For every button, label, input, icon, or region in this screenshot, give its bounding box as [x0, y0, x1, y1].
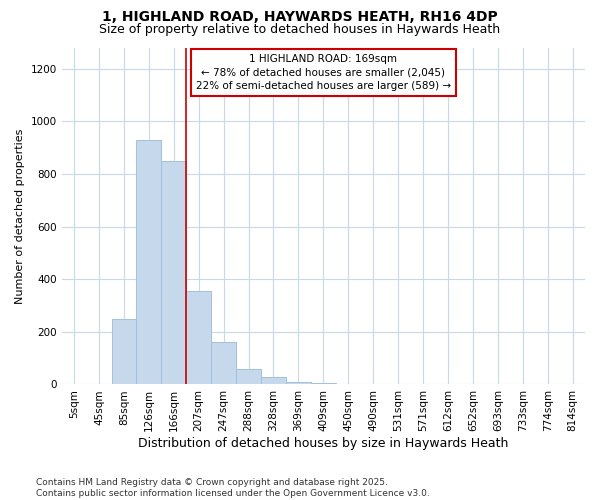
Bar — [236, 368, 261, 384]
Text: Contains HM Land Registry data © Crown copyright and database right 2025.
Contai: Contains HM Land Registry data © Crown c… — [36, 478, 430, 498]
Bar — [186, 291, 211, 384]
Bar — [136, 140, 161, 384]
Text: Size of property relative to detached houses in Haywards Heath: Size of property relative to detached ho… — [100, 22, 500, 36]
Text: 1 HIGHLAND ROAD: 169sqm
← 78% of detached houses are smaller (2,045)
22% of semi: 1 HIGHLAND ROAD: 169sqm ← 78% of detache… — [196, 54, 451, 90]
Y-axis label: Number of detached properties: Number of detached properties — [15, 128, 25, 304]
Bar — [311, 383, 336, 384]
X-axis label: Distribution of detached houses by size in Haywards Heath: Distribution of detached houses by size … — [138, 437, 509, 450]
Bar — [211, 342, 236, 384]
Bar — [112, 318, 136, 384]
Bar — [261, 377, 286, 384]
Bar — [161, 160, 186, 384]
Bar — [286, 382, 311, 384]
Text: 1, HIGHLAND ROAD, HAYWARDS HEATH, RH16 4DP: 1, HIGHLAND ROAD, HAYWARDS HEATH, RH16 4… — [102, 10, 498, 24]
